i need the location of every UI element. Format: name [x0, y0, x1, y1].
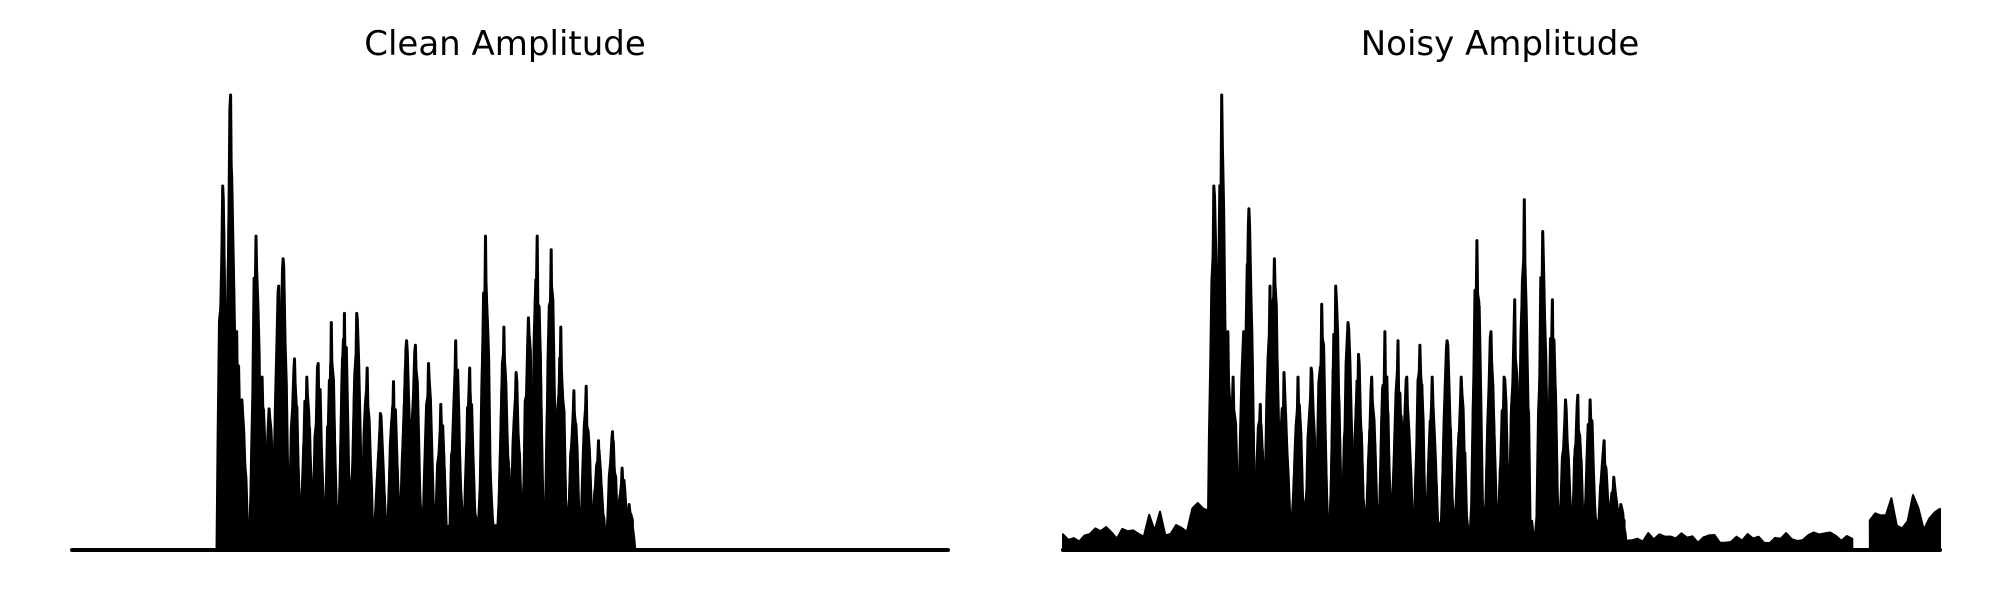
noisy-amplitude-title: Noisy Amplitude — [1360, 24, 1640, 64]
clean-amplitude-panel: Clean Amplitude — [70, 24, 950, 552]
amplitude-body — [1209, 211, 1626, 552]
amplitude-body — [217, 149, 634, 552]
noise-floor-0 — [1062, 502, 1215, 551]
noisy-amplitude-panel: Noisy Amplitude — [1000, 0, 2000, 600]
clean-amplitude-title: Clean Amplitude — [364, 24, 646, 64]
noisy-amplitude-plot — [1061, 93, 1942, 552]
clean-amplitude-plot — [70, 93, 950, 552]
noise-floor-2 — [1868, 494, 1941, 551]
noise-floor-1 — [1619, 531, 1854, 551]
